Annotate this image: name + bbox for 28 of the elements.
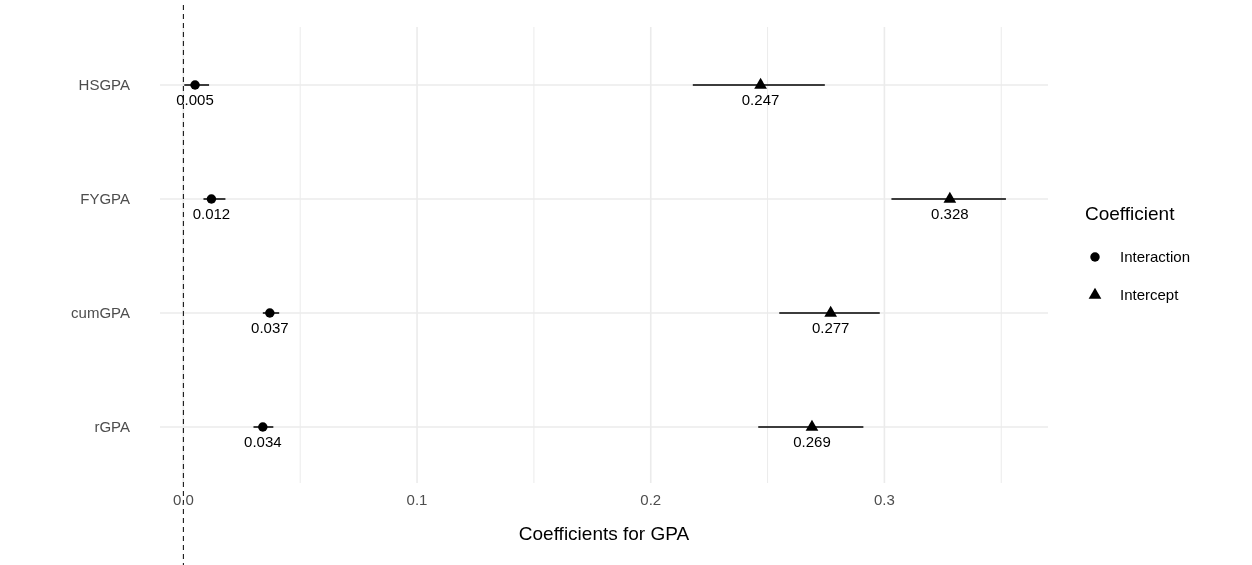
x-tick-label: 0.0 (172, 491, 194, 508)
data-label: 0.247 (741, 91, 780, 108)
point (190, 80, 200, 90)
point (805, 419, 819, 431)
data-label: 0.005 (176, 91, 214, 108)
y-tick-label: HSGPA (78, 76, 130, 93)
data-label: 0.277 (811, 319, 850, 336)
point (206, 194, 217, 204)
x-tick-label: 0.2 (640, 491, 662, 508)
point (258, 422, 268, 432)
point (754, 77, 767, 89)
point (824, 305, 838, 317)
y-tick-label: cumGPA (71, 304, 130, 321)
data-label: 0.012 (192, 205, 231, 222)
legend-label: Intercept (1120, 286, 1180, 303)
data-label: 0.034 (244, 433, 282, 450)
x-tick-label: 0.3 (873, 491, 895, 508)
y-tick-label: rGPA (94, 418, 130, 435)
data-label: 0.328 (931, 205, 969, 222)
y-tick-label: FYGPA (80, 190, 130, 207)
point (943, 191, 957, 203)
legend-label: Interaction (1120, 248, 1191, 265)
x-tick-label: 0.1 (406, 491, 428, 508)
legend-title: Coefficient (1085, 203, 1176, 224)
data-label: 0.037 (251, 319, 289, 336)
data-label: 0.269 (793, 433, 831, 450)
point (265, 308, 275, 318)
x-axis-title: Coefficients for GPA (518, 523, 690, 544)
